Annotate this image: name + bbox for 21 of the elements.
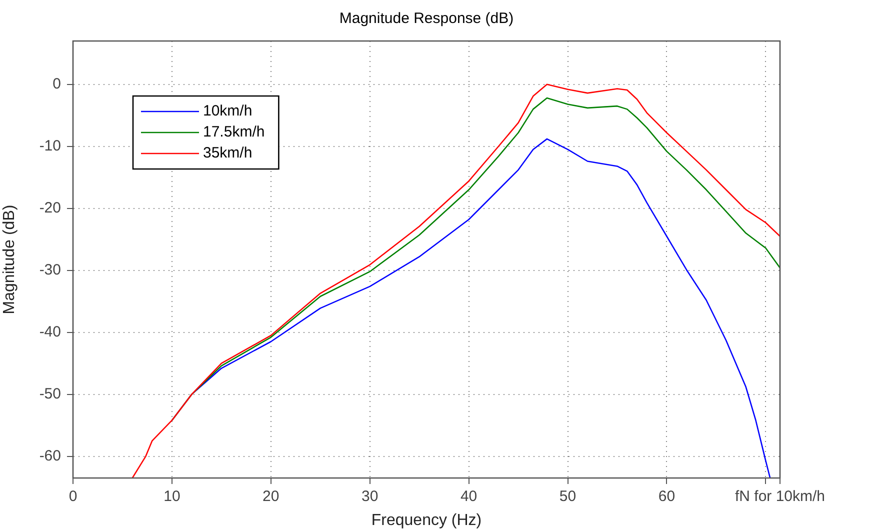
legend-label: 35km/h [203,144,252,162]
y-tick-label: 0 [52,76,61,93]
legend-label: 17.5km/h [203,124,265,141]
y-tick-label: -30 [39,261,61,278]
x-tick-label: 50 [559,488,576,506]
chart-title: Magnitude Response (dB) [339,10,514,28]
x-tick-label: 10 [164,488,180,506]
y-tick-label: -40 [39,323,61,340]
x-tick-label: 20 [262,488,280,506]
y-tick-label: -60 [39,447,61,464]
y-tick-label: -20 [39,200,61,216]
y-tick-label: -10 [39,138,61,155]
x-tick-label: 40 [460,488,478,506]
x-tick-label: fN for 10km/h [734,488,826,506]
x-tick-label: 0 [68,488,78,506]
x-tick-label: 30 [362,488,378,506]
y-tick-label: -50 [39,385,61,402]
x-axis-title: Frequency (Hz) [371,512,482,529]
legend-label: 10km/h [203,102,252,120]
x-tick-label: 60 [658,488,676,506]
y-axis-title: Magnitude (dB) [1,204,18,314]
